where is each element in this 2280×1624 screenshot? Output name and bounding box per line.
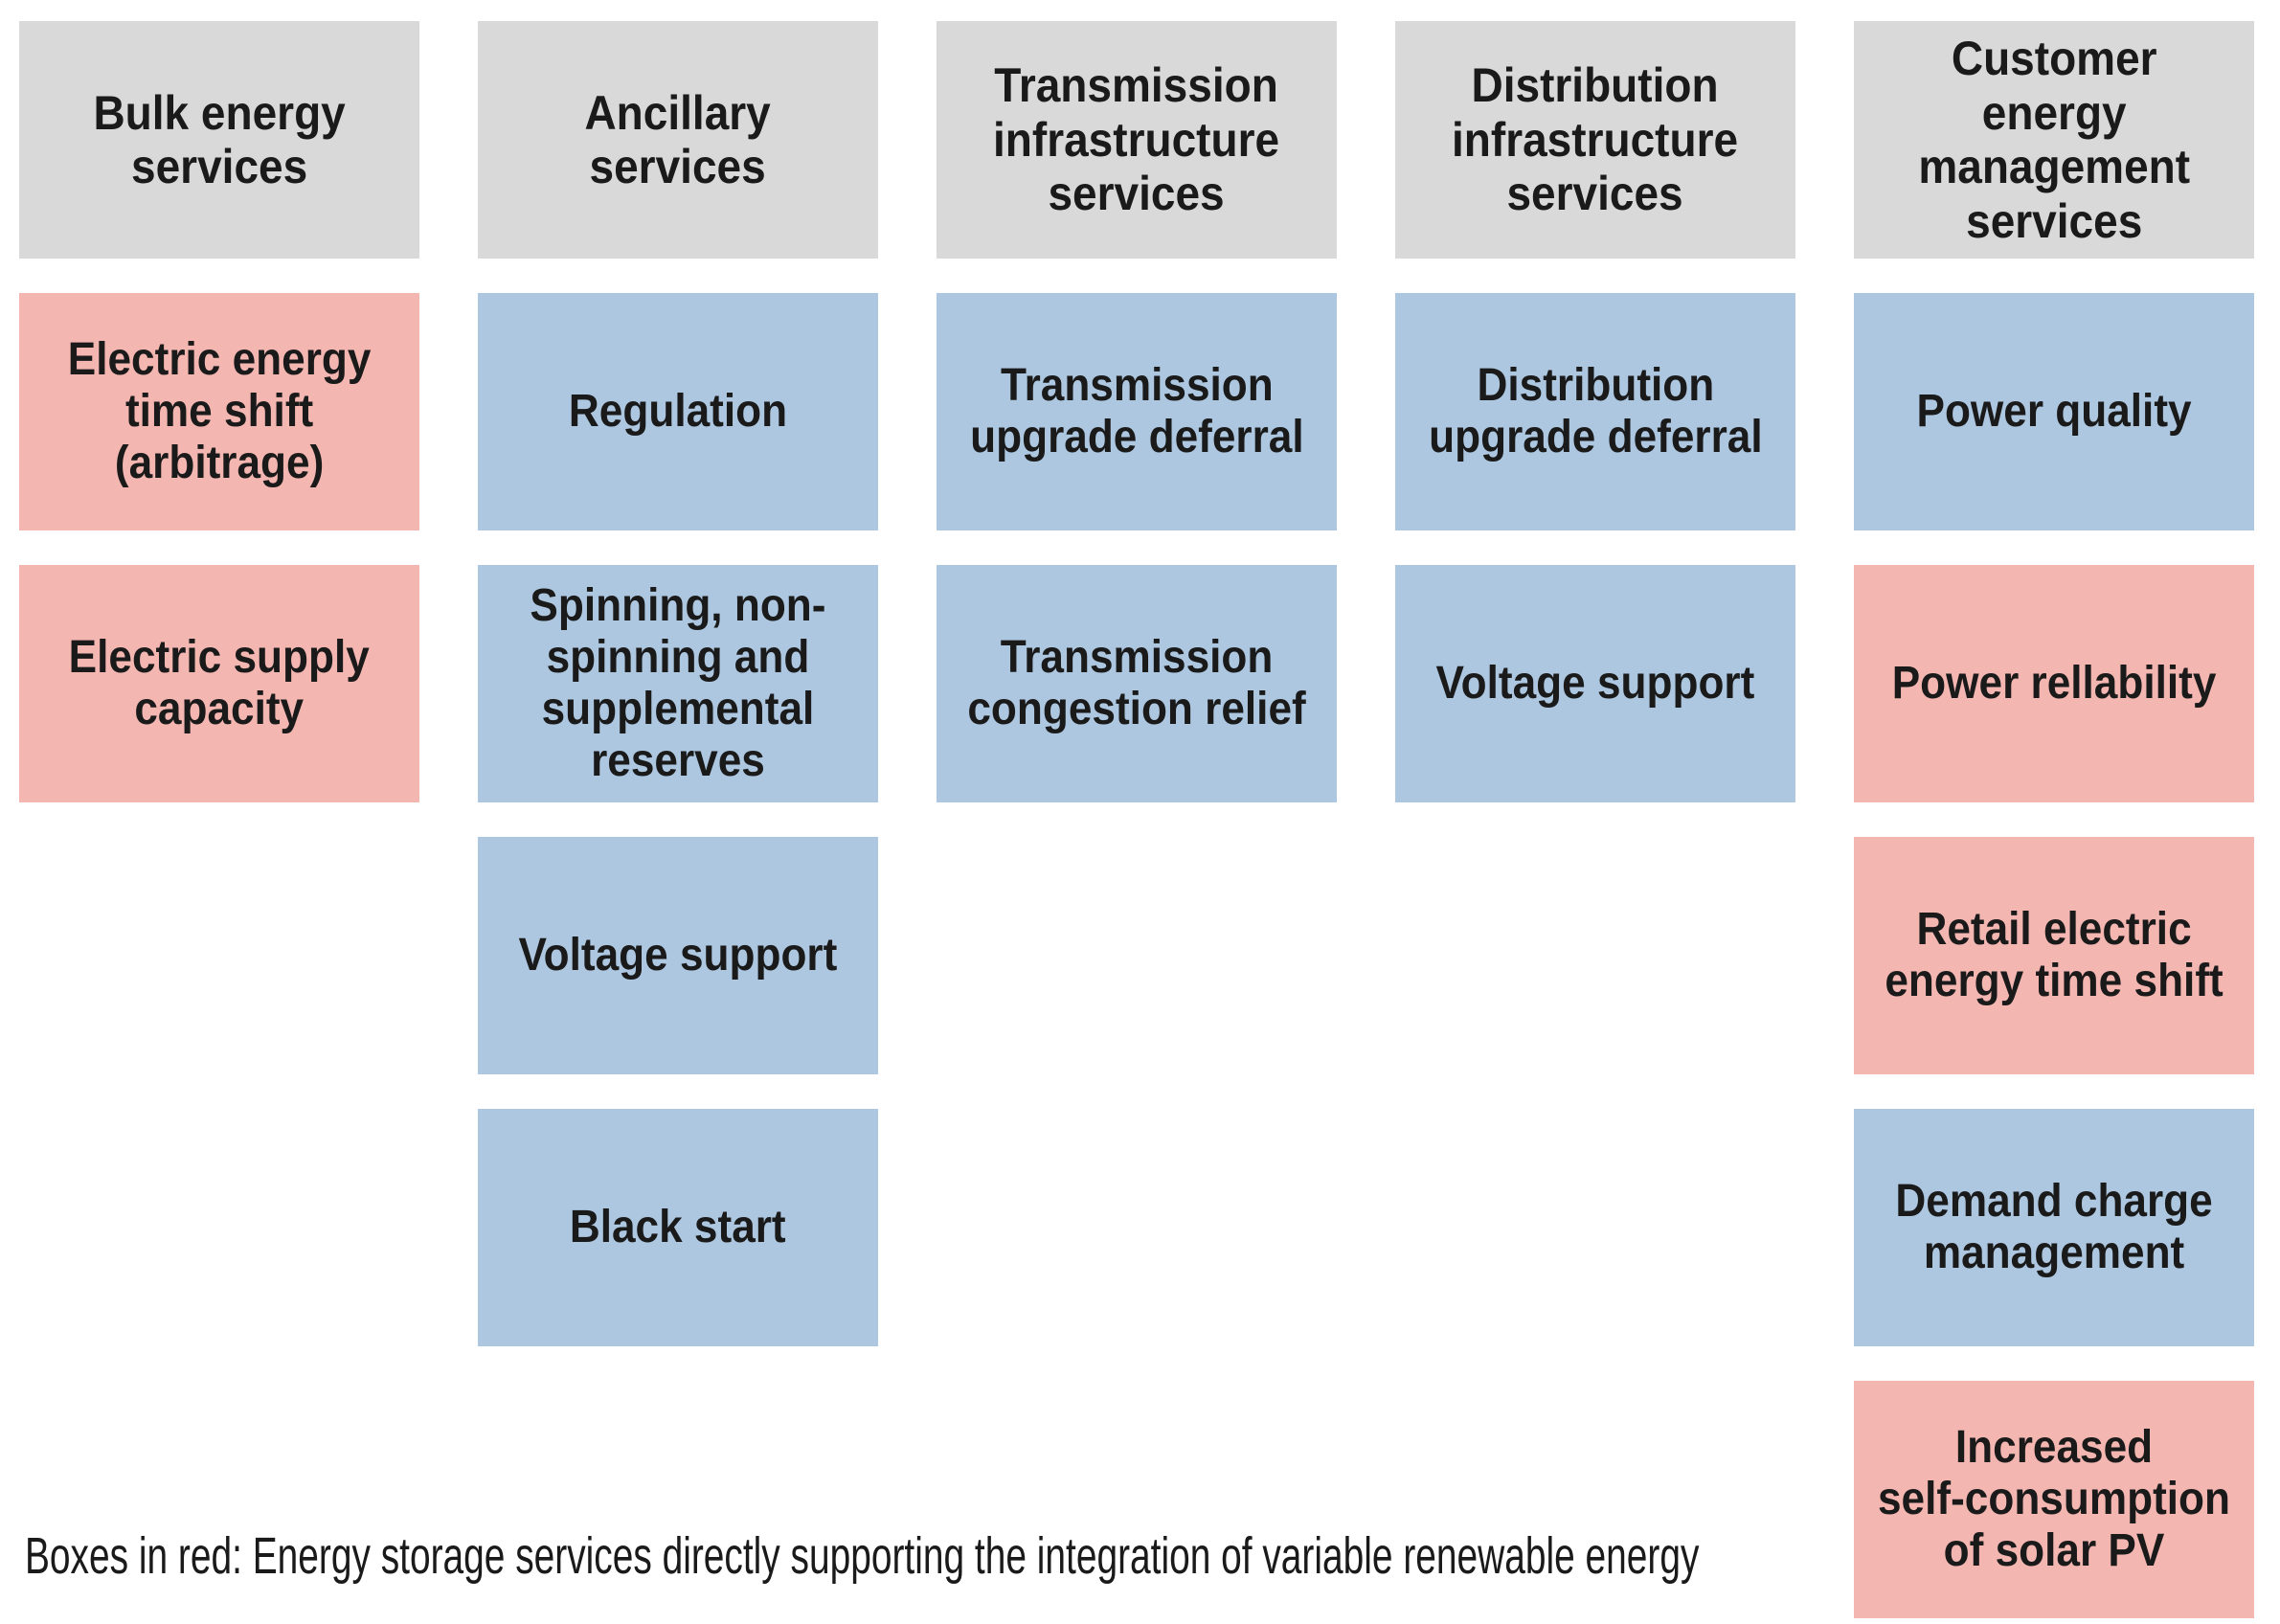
- box-electric-supply-capacity: Electric supply capacity: [19, 565, 419, 802]
- header-ancillary-services: Ancillary services: [478, 21, 878, 259]
- column-customer-energy-management-services: Customer energy management services Powe…: [1854, 21, 2254, 1618]
- header-customer-energy-management-services: Customer energy management services: [1854, 21, 2254, 259]
- box-transmission-upgrade-deferral: Transmission upgrade deferral: [937, 293, 1337, 530]
- column-transmission-infrastructure-services: Transmission infrastructure services Tra…: [937, 21, 1337, 802]
- box-voltage-support-distribution: Voltage support: [1395, 565, 1795, 802]
- column-distribution-infrastructure-services: Distribution infrastructure services Dis…: [1395, 21, 1795, 802]
- box-label: Retail electric energy time shift: [1885, 903, 2224, 1006]
- box-label: Transmission congestion relief: [967, 631, 1306, 734]
- box-label: Power quality: [1916, 385, 2192, 437]
- box-power-rellability: Power rellability: [1854, 565, 2254, 802]
- box-label: Distribution upgrade deferral: [1428, 359, 1763, 462]
- header-label: Transmission infrastructure services: [993, 58, 1280, 221]
- header-distribution-infrastructure-services: Distribution infrastructure services: [1395, 21, 1795, 259]
- box-voltage-support-ancillary: Voltage support: [478, 837, 878, 1074]
- legend-note: Boxes in red: Energy storage services di…: [25, 1526, 1844, 1586]
- box-distribution-upgrade-deferral: Distribution upgrade deferral: [1395, 293, 1795, 530]
- box-label: Black start: [570, 1201, 786, 1252]
- box-regulation: Regulation: [478, 293, 878, 530]
- header-label: Bulk energy services: [93, 85, 346, 194]
- box-black-start: Black start: [478, 1109, 878, 1346]
- header-label: Ancillary services: [584, 85, 772, 194]
- header-transmission-infrastructure-services: Transmission infrastructure services: [937, 21, 1337, 259]
- box-demand-charge-management: Demand charge management: [1854, 1109, 2254, 1346]
- box-label: Regulation: [568, 385, 788, 437]
- column-ancillary-services: Ancillary services Regulation Spinning, …: [478, 21, 878, 1346]
- header-label: Customer energy management services: [1918, 32, 2190, 248]
- box-electric-energy-time-shift: Electric energy time shift (arbitrage): [19, 293, 419, 530]
- box-label: Increased self-consumption of solar PV: [1877, 1421, 2230, 1577]
- box-label: Spinning, non- spinning and supplemental…: [530, 579, 826, 787]
- box-label: Transmission upgrade deferral: [969, 359, 1304, 462]
- box-transmission-congestion-relief: Transmission congestion relief: [937, 565, 1337, 802]
- header-bulk-energy-services: Bulk energy services: [19, 21, 419, 259]
- header-label: Distribution infrastructure services: [1452, 58, 1739, 221]
- box-label: Demand charge management: [1895, 1175, 2213, 1278]
- box-power-quality: Power quality: [1854, 293, 2254, 530]
- column-bulk-energy-services: Bulk energy services Electric energy tim…: [19, 21, 419, 802]
- box-label: Electric energy time shift (arbitrage): [67, 333, 372, 489]
- box-label: Voltage support: [1435, 657, 1755, 709]
- box-spinning-reserves: Spinning, non- spinning and supplemental…: [478, 565, 878, 802]
- box-retail-electric-energy-time-shift: Retail electric energy time shift: [1854, 837, 2254, 1074]
- box-label: Power rellability: [1891, 657, 2217, 709]
- box-increased-self-consumption-solar-pv: Increased self-consumption of solar PV: [1854, 1381, 2254, 1618]
- box-label: Voltage support: [518, 929, 838, 981]
- legend-note-text: Boxes in red: Energy storage services di…: [25, 1527, 1700, 1585]
- box-label: Electric supply capacity: [68, 631, 371, 734]
